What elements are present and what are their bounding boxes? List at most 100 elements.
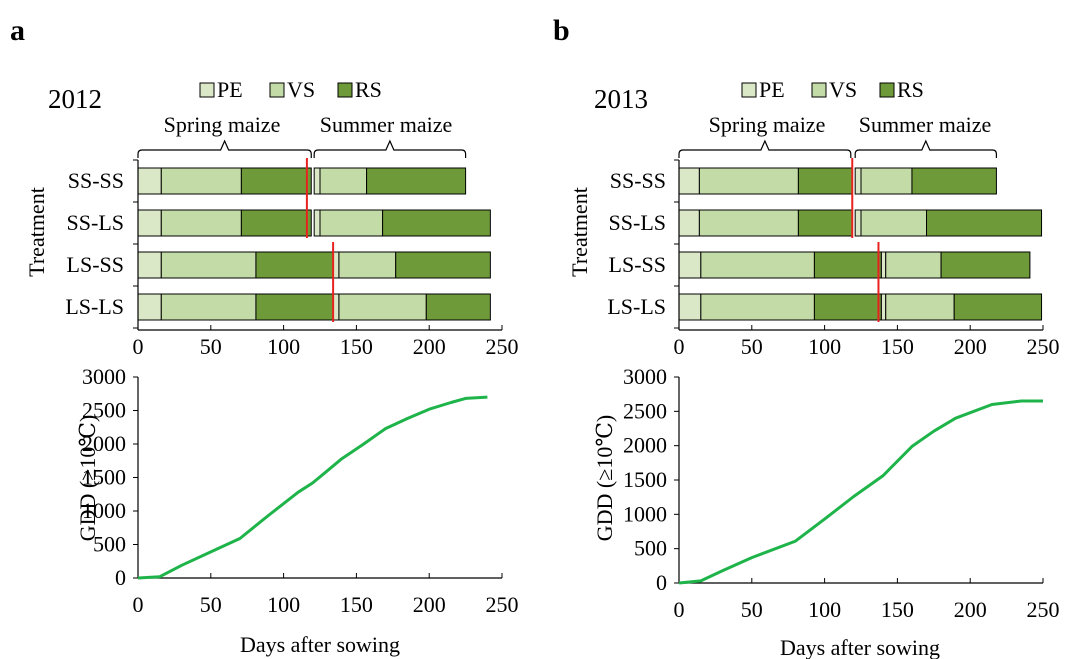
gantt-x-tick-label: 0 <box>133 334 144 359</box>
panel-label: a <box>10 14 25 47</box>
bar-segment-rs <box>940 251 1031 279</box>
brace-label-summer: Summer maize <box>320 112 453 137</box>
gdd-x-tick-label: 0 <box>674 597 685 622</box>
bar-segment-vs <box>160 209 242 237</box>
bar-segment-vs <box>700 251 815 279</box>
gdd-x-tick-label: 0 <box>133 592 144 617</box>
legend-label-vs: VS <box>829 77 857 102</box>
brace-spring <box>137 139 312 158</box>
legend-label-rs: RS <box>355 77 382 102</box>
bar-segment-pe <box>137 293 162 321</box>
treatment-label: LS-SS <box>609 252 666 277</box>
bar-segment-vs <box>698 167 799 195</box>
treatment-label: SS-LS <box>609 210 666 235</box>
bar-segment-vs <box>700 293 815 321</box>
gantt-y-axis-label: Treatment <box>567 187 592 277</box>
panel-label: b <box>553 14 570 47</box>
bar-segment-rs <box>240 209 312 237</box>
brace-label-spring: Spring maize <box>164 112 281 137</box>
gdd-y-tick-label: 1500 <box>623 467 667 492</box>
x-axis-label: Days after sowing <box>240 632 400 657</box>
legend-swatch-rs <box>337 82 353 98</box>
gdd-y-tick-label: 1000 <box>623 501 667 526</box>
gantt-x-tick-label: 150 <box>340 334 373 359</box>
gdd-y-tick-label: 3000 <box>82 364 126 389</box>
gdd-x-tick-label: 150 <box>340 592 373 617</box>
gantt-x-tick-label: 250 <box>1027 334 1060 359</box>
legend: PE VS RS <box>741 77 924 102</box>
gdd-series-line <box>137 395 488 580</box>
gdd-x-tick-label: 250 <box>1027 597 1060 622</box>
gdd-y-tick-label: 2000 <box>82 431 126 456</box>
bar-segment-pe <box>137 167 162 195</box>
gdd-series-line <box>678 399 1043 585</box>
bar-segment-vs <box>885 293 955 321</box>
bar-segment-rs <box>813 251 882 279</box>
bar-segment-pe <box>678 293 702 321</box>
brace-label-spring: Spring maize <box>709 112 826 137</box>
bar-segment-rs <box>797 209 853 237</box>
brace-summer <box>854 139 998 158</box>
bar-segment-vs <box>698 209 799 237</box>
x-axis-label: Days after sowing <box>780 635 940 659</box>
legend-swatch-vs <box>269 82 285 98</box>
bar-segment-pe <box>678 167 700 195</box>
bar-segment-vs <box>885 251 942 279</box>
gdd-x-tick-label: 50 <box>741 597 763 622</box>
gdd-y-tick-label: 500 <box>634 536 667 561</box>
gdd-y-tick-label: 1500 <box>82 465 126 490</box>
gdd-x-tick-label: 200 <box>954 597 987 622</box>
bar-segment-pe <box>678 209 700 237</box>
bar-segment-vs <box>319 167 368 195</box>
gdd-y-tick-label: 0 <box>115 565 126 590</box>
bar-segment-pe <box>880 293 887 321</box>
gantt-x-tick-label: 50 <box>741 334 763 359</box>
gantt-y-axis-label: Treatment <box>24 187 49 277</box>
treatment-label: LS-LS <box>607 294 666 319</box>
legend-label-pe: PE <box>217 77 243 102</box>
bar-segment-rs <box>813 293 882 321</box>
gantt-x-tick-label: 100 <box>267 334 300 359</box>
legend: PE VS RS <box>199 77 382 102</box>
treatment-label: SS-SS <box>610 168 666 193</box>
gantt-x-tick-label: 200 <box>954 334 987 359</box>
legend-swatch-pe <box>199 82 215 98</box>
bar-segment-vs <box>338 251 397 279</box>
bar-segment-rs <box>366 167 467 195</box>
gantt-x-tick-label: 0 <box>674 334 685 359</box>
bar-segment-rs <box>926 209 1043 237</box>
gantt-x-tick-label: 100 <box>808 334 841 359</box>
gantt-x-tick-label: 150 <box>881 334 914 359</box>
gdd-y-tick-label: 0 <box>656 570 667 595</box>
gdd-y-tick-label: 2500 <box>623 398 667 423</box>
treatment-label: LS-SS <box>67 252 124 277</box>
year-title: 2012 <box>48 84 102 114</box>
brace-spring <box>678 139 852 158</box>
gdd-y-tick-label: 500 <box>93 532 126 557</box>
panel-b: b 2013 PE VS RS Spring maize Summer maiz… <box>553 14 1060 659</box>
legend-swatch-vs <box>811 82 827 98</box>
bar-segment-pe <box>137 251 162 279</box>
gdd-y-tick-label: 1000 <box>82 498 126 523</box>
gdd-x-tick-label: 150 <box>881 597 914 622</box>
bar-segment-rs <box>797 167 853 195</box>
treatment-label: SS-LS <box>67 210 124 235</box>
treatment-label: SS-SS <box>68 168 124 193</box>
bar-segment-rs <box>255 251 334 279</box>
bar-segment-vs <box>319 209 384 237</box>
bar-segment-vs <box>160 167 242 195</box>
panel-a: a 2012 PE VS RS Spring maize Summer maiz… <box>10 14 519 657</box>
bar-segment-vs <box>338 293 427 321</box>
bar-segment-pe <box>678 251 702 279</box>
bar-segment-pe <box>880 251 887 279</box>
gantt-x-tick-label: 200 <box>413 334 446 359</box>
legend-swatch-rs <box>879 82 895 98</box>
gdd-x-tick-label: 200 <box>413 592 446 617</box>
gdd-y-axis-label: GDD (≥10℃) <box>75 415 100 542</box>
bar-segment-rs <box>953 293 1043 321</box>
bar-segment-vs <box>160 251 257 279</box>
bar-segment-rs <box>911 167 997 195</box>
bar-segment-pe <box>854 167 862 195</box>
bar-segment-vs <box>860 209 928 237</box>
bar-segment-rs <box>255 293 334 321</box>
